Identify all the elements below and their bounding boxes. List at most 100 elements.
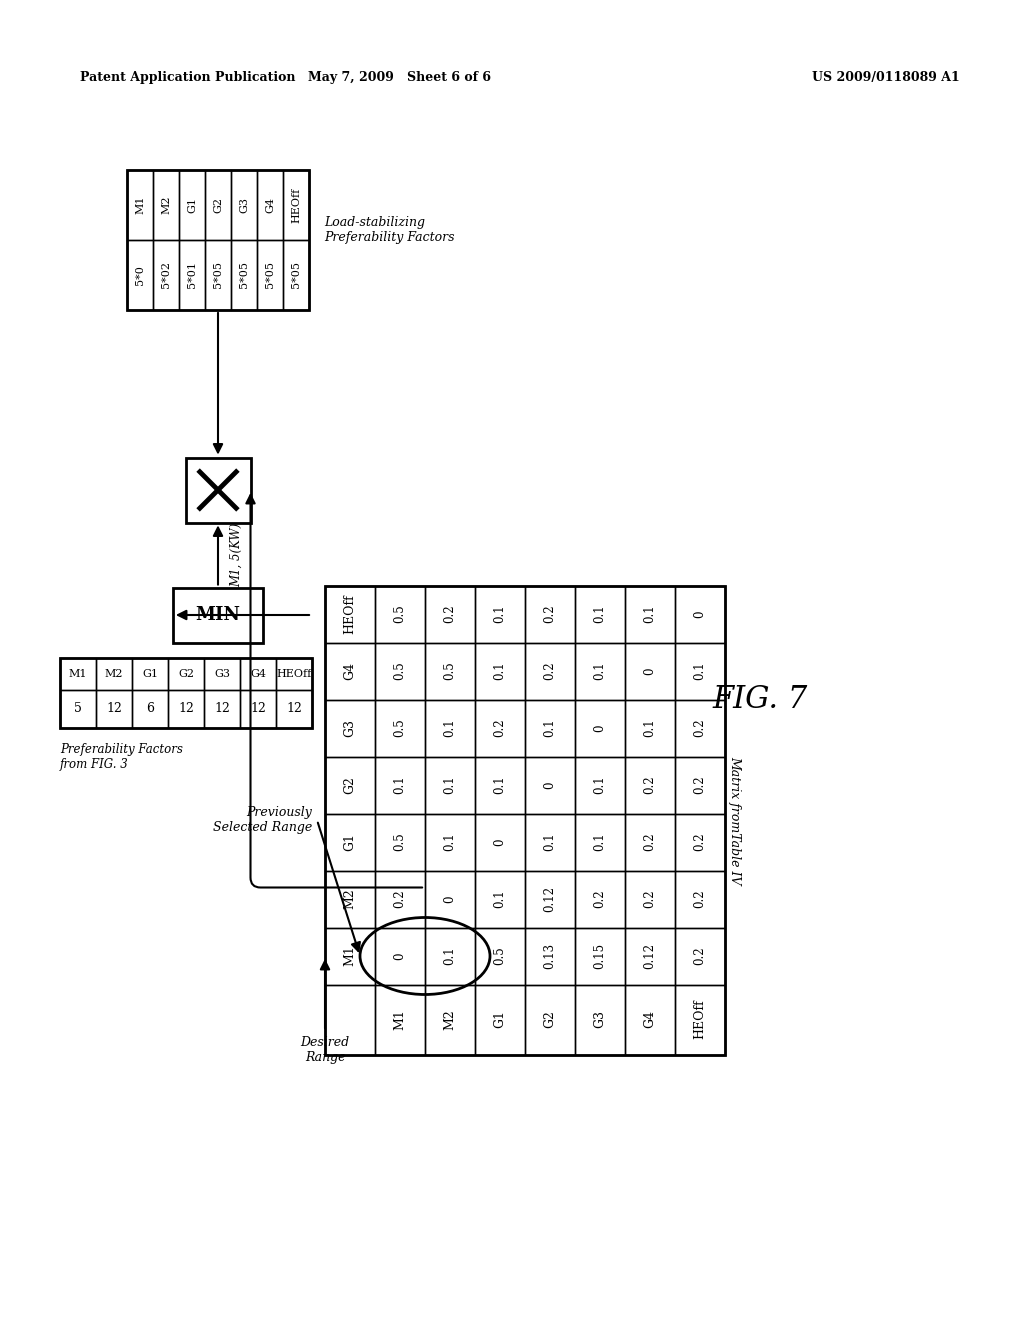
Text: 0.2: 0.2 <box>544 605 556 623</box>
Bar <box>375 586 425 643</box>
Bar <box>525 985 575 1055</box>
Text: May 7, 2009   Sheet 6 of 6: May 7, 2009 Sheet 6 of 6 <box>308 71 492 84</box>
Bar <box>375 813 425 870</box>
Text: 0.1: 0.1 <box>494 661 507 680</box>
Text: 0.1: 0.1 <box>594 776 606 795</box>
Bar <box>525 756 575 813</box>
Bar <box>325 756 375 813</box>
Text: 5*0: 5*0 <box>135 265 145 285</box>
Bar <box>575 985 625 1055</box>
Text: US 2009/0118089 A1: US 2009/0118089 A1 <box>812 71 961 84</box>
Text: 0.1: 0.1 <box>594 605 606 623</box>
Text: 0.5: 0.5 <box>443 661 457 680</box>
Text: 12: 12 <box>214 702 230 715</box>
Bar <box>60 657 312 729</box>
Bar <box>127 170 153 240</box>
Bar <box>325 928 375 985</box>
Bar <box>675 756 725 813</box>
Bar <box>575 643 625 700</box>
Bar <box>375 643 425 700</box>
Text: 0: 0 <box>693 610 707 618</box>
Text: M2: M2 <box>104 669 123 678</box>
Text: M1: M1 <box>135 195 145 214</box>
Bar <box>525 586 575 643</box>
Text: 0.1: 0.1 <box>643 718 656 738</box>
Bar <box>525 700 575 756</box>
Bar <box>675 643 725 700</box>
Bar <box>179 240 205 310</box>
Text: G3: G3 <box>594 1011 606 1028</box>
Bar <box>575 700 625 756</box>
Bar <box>276 657 312 690</box>
Bar <box>625 985 675 1055</box>
Bar <box>325 586 725 1055</box>
Text: 0.5: 0.5 <box>393 718 407 738</box>
Bar <box>525 643 575 700</box>
Text: M1: M1 <box>393 1008 407 1030</box>
Bar <box>240 690 276 729</box>
Text: 0.2: 0.2 <box>544 661 556 680</box>
Bar <box>525 870 575 928</box>
Text: 0.1: 0.1 <box>443 718 457 738</box>
Text: FIG. 7: FIG. 7 <box>713 685 808 715</box>
Text: G1: G1 <box>343 833 356 851</box>
Bar <box>375 928 425 985</box>
Text: 0.1: 0.1 <box>443 833 457 851</box>
Bar <box>60 690 96 729</box>
Bar <box>575 813 625 870</box>
Text: 0: 0 <box>544 781 556 789</box>
Text: 12: 12 <box>106 702 122 715</box>
Text: Desired
Range: Desired Range <box>300 1036 349 1064</box>
Text: M2: M2 <box>161 195 171 214</box>
Text: M1: M1 <box>343 945 356 966</box>
Text: G4: G4 <box>643 1011 656 1028</box>
Text: 0.1: 0.1 <box>594 833 606 851</box>
Bar <box>425 586 475 643</box>
Text: G1: G1 <box>494 1011 507 1028</box>
Text: G4: G4 <box>250 669 266 678</box>
Text: Patent Application Publication: Patent Application Publication <box>80 71 296 84</box>
Text: M1: M1 <box>69 669 87 678</box>
Bar <box>257 170 283 240</box>
Text: 0.5: 0.5 <box>393 605 407 623</box>
Text: 5*05: 5*05 <box>265 261 275 289</box>
Text: Preferability Factors
from FIG. 3: Preferability Factors from FIG. 3 <box>60 743 183 771</box>
Bar <box>425 813 475 870</box>
Text: 0: 0 <box>443 895 457 903</box>
Text: 0.1: 0.1 <box>443 946 457 965</box>
Bar <box>425 870 475 928</box>
Text: 0.5: 0.5 <box>393 661 407 680</box>
Text: 5*05: 5*05 <box>213 261 223 289</box>
Text: G2: G2 <box>544 1011 556 1028</box>
Bar <box>96 657 132 690</box>
Text: G4: G4 <box>343 663 356 680</box>
Text: G2: G2 <box>213 197 223 213</box>
Text: 0.1: 0.1 <box>494 605 507 623</box>
Bar <box>127 170 309 310</box>
Text: 12: 12 <box>286 702 302 715</box>
Text: G3: G3 <box>214 669 230 678</box>
Text: 0.1: 0.1 <box>443 776 457 795</box>
Bar <box>283 170 309 240</box>
Bar <box>575 756 625 813</box>
Bar <box>173 587 263 643</box>
Bar <box>475 870 525 928</box>
Text: 0.15: 0.15 <box>594 942 606 969</box>
Text: G2: G2 <box>178 669 194 678</box>
Bar <box>475 756 525 813</box>
Bar <box>96 690 132 729</box>
Bar <box>625 586 675 643</box>
Bar <box>205 240 231 310</box>
Text: 0.2: 0.2 <box>443 605 457 623</box>
Bar <box>575 928 625 985</box>
Text: M2: M2 <box>343 888 356 909</box>
Bar <box>425 928 475 985</box>
Text: 0.1: 0.1 <box>494 890 507 908</box>
Bar <box>475 985 525 1055</box>
Text: 0.2: 0.2 <box>693 833 707 851</box>
Text: 0.2: 0.2 <box>693 776 707 795</box>
Bar <box>153 240 179 310</box>
Text: G3: G3 <box>239 197 249 213</box>
Bar <box>625 928 675 985</box>
Text: 0.2: 0.2 <box>693 718 707 738</box>
